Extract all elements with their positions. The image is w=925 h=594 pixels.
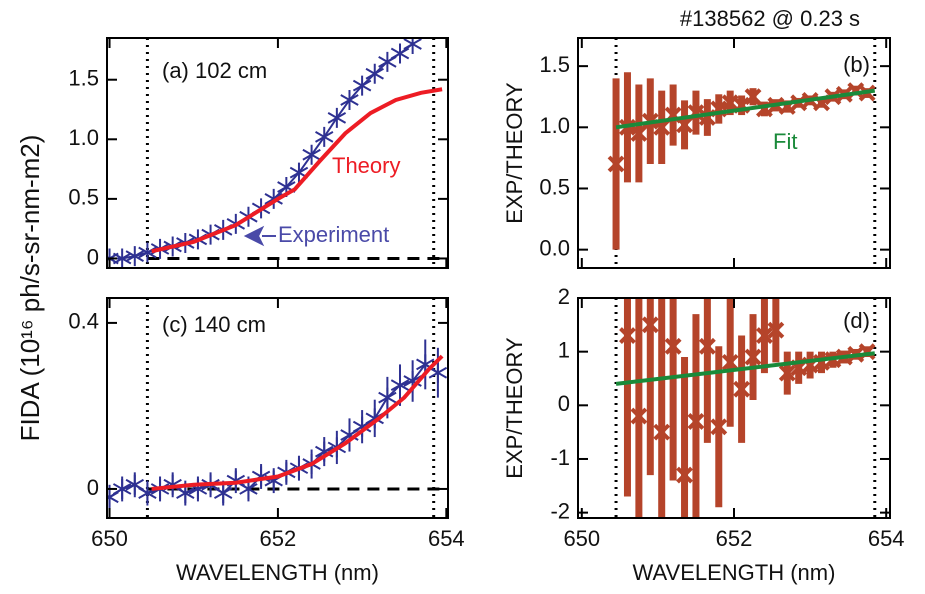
line <box>615 88 876 130</box>
y-tick-label: 0.5 <box>539 174 570 199</box>
x-tick-label: 654 <box>428 526 465 551</box>
marker <box>403 38 422 54</box>
y-tick-label: -2 <box>550 498 570 523</box>
marker <box>125 246 144 267</box>
marker <box>428 362 448 383</box>
plot-area <box>107 298 448 518</box>
shot-label: #138562 @ 0.23 s <box>680 6 860 31</box>
x-axis-label: WAVELENGTH (nm) <box>633 560 836 585</box>
marker <box>315 126 334 147</box>
y-tick-label: 0.0 <box>539 235 570 260</box>
panel-annotation: (d) <box>843 308 870 333</box>
marker <box>264 188 283 209</box>
y-tick-label: 1.5 <box>68 66 99 91</box>
series-label: Theory <box>332 153 400 178</box>
marker <box>112 248 132 268</box>
marker <box>641 316 659 334</box>
frame <box>106 37 449 269</box>
marker <box>390 43 410 64</box>
marker <box>378 387 397 408</box>
marker <box>630 125 648 142</box>
marker <box>744 348 762 366</box>
marker <box>767 321 785 339</box>
marker <box>607 155 625 173</box>
y-tick-label: 2 <box>558 284 570 309</box>
line <box>151 354 444 491</box>
marker <box>721 353 739 371</box>
marker <box>327 107 347 128</box>
marker <box>756 327 773 344</box>
plot-area <box>614 298 877 518</box>
x-tick-label: 652 <box>260 526 297 551</box>
line <box>151 87 443 254</box>
marker <box>698 337 716 355</box>
y-tick-label: 1 <box>558 337 570 362</box>
series-label: Experiment <box>278 222 389 247</box>
y-tick-label: 0 <box>558 391 570 416</box>
marker <box>744 88 762 106</box>
marker <box>112 478 132 499</box>
frame <box>106 297 449 519</box>
panel-annotation: (c) 140 cm <box>162 312 266 337</box>
y-axis-label: EXP/THEORY <box>502 337 527 479</box>
marker <box>107 487 119 508</box>
marker <box>352 75 372 96</box>
marker <box>619 327 636 344</box>
marker <box>340 89 359 110</box>
plot-area <box>607 38 877 268</box>
plot-area <box>107 38 448 268</box>
marker <box>302 144 321 165</box>
y-tick-label: 0.5 <box>68 185 99 210</box>
marker <box>710 418 728 436</box>
marker <box>664 337 682 355</box>
series-label: Fit <box>773 129 797 154</box>
y-axis-label: FIDA (10¹⁶ ph/s-sr-nm-m2) <box>15 135 45 442</box>
marker <box>733 380 751 398</box>
y-tick-label: 1.0 <box>539 113 570 138</box>
marker <box>676 466 693 484</box>
y-tick-label: -1 <box>550 445 570 470</box>
x-tick-label: 650 <box>563 526 600 551</box>
panel-annotation: (a) 102 cm <box>162 58 267 83</box>
x-tick-label: 652 <box>716 526 753 551</box>
x-tick-label: 654 <box>868 526 905 551</box>
y-tick-label: 1.0 <box>68 125 99 150</box>
frame <box>577 297 891 519</box>
marker <box>390 375 410 396</box>
marker <box>630 407 648 425</box>
x-axis-label: WAVELENGTH (nm) <box>176 560 379 585</box>
marker <box>213 483 233 504</box>
marker <box>778 364 796 382</box>
marker <box>653 423 671 441</box>
y-tick-label: 0 <box>87 244 99 269</box>
marker <box>365 63 384 84</box>
y-tick-label: 0.4 <box>68 309 99 334</box>
y-tick-label: 0 <box>87 475 99 500</box>
frame <box>577 37 891 269</box>
label-arrow <box>243 225 276 247</box>
x-tick-label: 650 <box>91 526 128 551</box>
y-tick-label: 1.5 <box>539 52 570 77</box>
marker <box>687 413 705 430</box>
y-axis-label: EXP/THEORY <box>502 82 527 224</box>
line <box>615 351 876 386</box>
panel-annotation: (b) <box>843 52 870 77</box>
